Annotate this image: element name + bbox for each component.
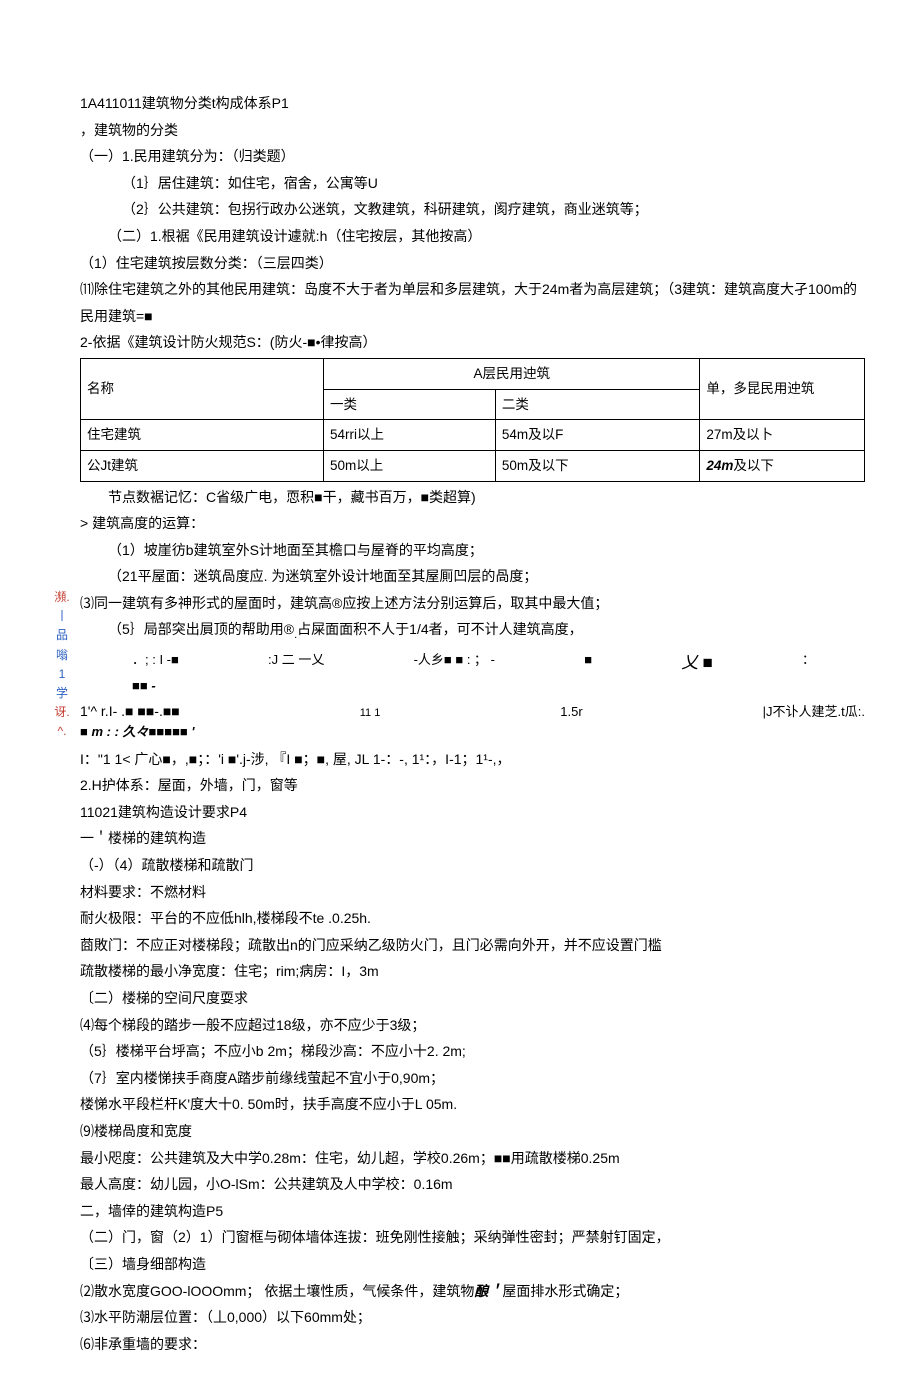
body-text: ⑶同一建筑有多神形式的屋面时，建筑高®应按上述方法分别运算后，取其中最大值； bbox=[80, 590, 865, 617]
garble-text: 11 1 bbox=[360, 705, 381, 722]
garble-text: 1'^ r.I- .■ ■■-.■■ bbox=[80, 701, 180, 722]
table-row: 名称 A层民用迚筑 单，多昆民用迚筑 bbox=[81, 358, 865, 389]
body-text: ⑾除住宅建筑之外的其他民用建筑：岛度不大于者为单层和多层建筑，大于24m者为高层… bbox=[80, 276, 865, 329]
body-text: 莔敗门：不应正对楼梯段；疏散出n的门应采纳乙级防火门，且门必需向外开，并不应设置… bbox=[80, 932, 865, 959]
garble-text: ■ bbox=[584, 650, 592, 676]
garble-text: 乂 ■ bbox=[681, 650, 713, 676]
body-text: ⑼楼梯咼度和宽度 bbox=[80, 1118, 865, 1145]
body-text: ⑶水平防潮层位置：（丄0,000）以下60mm处； bbox=[80, 1304, 865, 1331]
title: 1A411011建筑物分类t构成体系P1 bbox=[80, 90, 865, 117]
body-text: 材料要求：不燃材料 bbox=[80, 879, 865, 906]
side-note: 瀕. bbox=[54, 588, 70, 607]
garbled-line: ■■ - bbox=[80, 676, 865, 696]
garble-text: |J不讣人建芝.t瓜:. bbox=[763, 702, 865, 722]
table-cell: 一类 bbox=[324, 389, 496, 420]
table-row: 公Jt建筑 50m以上 50m及以下 24m及以下 bbox=[81, 450, 865, 481]
body-text: （-）（4）疏散楼梯和疏散门 bbox=[80, 852, 865, 879]
body-text: （二）1.根裾《民用建筑设计遽就:h（住宅按层，其他按高） bbox=[80, 223, 865, 250]
body-text: （7｝室内楼悌挟手商度A踏步前缘线萤起不宜小于0,90m； bbox=[80, 1065, 865, 1092]
table-cell: A层民用迚筑 bbox=[324, 358, 700, 389]
body-text: （21平屋面：迷筑咼度应. 为迷筑室外设计地面至其屋厠凹层的咼度； bbox=[80, 563, 865, 590]
garbled-line: 1'^ r.I- .■ ■■-.■■ 11 1 1.5r |J不讣人建芝.t瓜:… bbox=[80, 701, 865, 722]
body-text: 2.H护体系：屋面，外墙，门，窗等 bbox=[80, 772, 865, 799]
table-cell: 名称 bbox=[81, 358, 324, 419]
table-cell: 50m以上 bbox=[324, 450, 496, 481]
garbled-line: ．; : I -■ :J 二 一乂 -人乡■ ■ : ； - ■ 乂 ■ ： bbox=[80, 650, 865, 676]
garble-text: 1.5r bbox=[560, 702, 582, 722]
table-cell: 住宅建筑 bbox=[81, 420, 324, 451]
body-text: 〔三）墙身细部构造 bbox=[80, 1251, 865, 1278]
body-text: 疏散楼梯的最小净宽度：住宅；rim;病房：I，3m bbox=[80, 958, 865, 985]
side-note: 嗡 bbox=[54, 646, 70, 665]
body-text: ⑹非承重墙的要求： bbox=[80, 1331, 865, 1358]
cell-text: 及以下 bbox=[733, 458, 774, 473]
table-cell: 公Jt建筑 bbox=[81, 450, 324, 481]
body-text: > 建筑高度的运算： bbox=[80, 510, 865, 537]
table-cell: 54m及以F bbox=[495, 420, 700, 451]
body-text: （一）1.民用建筑分为：（归类题） bbox=[80, 143, 865, 170]
table-cell: 54rri以上 bbox=[324, 420, 496, 451]
side-note: ^. bbox=[54, 722, 70, 741]
body-text: （5｝楼梯平台垀高；不应小b 2m；梯段沙高：不应小十2. 2m; bbox=[80, 1038, 865, 1065]
body-text: （二）门，窗（2）1）门窗框与砌体墙体连拔：班免刚性接触；采纳弹性密封；严禁射钉… bbox=[80, 1224, 865, 1251]
side-note: 1学 bbox=[54, 665, 70, 703]
text-frag: 屋面排水形式确定； bbox=[502, 1283, 628, 1299]
body-text: I："1 1< 广心■，,■；：'i ■'.j-涉, 『I ■；■, 屋, JL… bbox=[80, 746, 865, 773]
body-text: （2｝公共建筑：包拐行政办公迷筑，文教建筑，科研建筑，阂疗建筑，商业迷筑等； bbox=[80, 196, 865, 223]
table-cell: 二类 bbox=[495, 389, 700, 420]
vertical-side-notes: 瀕. 丨品 嗡 1学 讶. ^. bbox=[54, 588, 70, 742]
body-text: 耐火极限：平台的不应低hlh,楼梯段不te .0.25h. bbox=[80, 905, 865, 932]
section-heading: 11021建筑构造设计要求P4 bbox=[80, 799, 865, 826]
garbled-block: ．; : I -■ :J 二 一乂 -人乡■ ■ : ； - ■ 乂 ■ ： ■… bbox=[80, 650, 865, 742]
garble-text: -人乡■ ■ : ； - bbox=[414, 650, 495, 676]
body-text: （5｝局部突出屓顶的帮助用®.占屎面面积不人于1/4者，可不计人建筑高度， bbox=[80, 616, 865, 646]
table-cell: 27m及以卜 bbox=[700, 420, 865, 451]
body-text: 最人高度：幼儿园，小O-lSm：公共建筑及人中学校：0.16m bbox=[80, 1171, 865, 1198]
body-text: 最小咫度：公共建筑及大中学0.28m：住宅，幼儿超，学校0.26m；■■用疏散楼… bbox=[80, 1145, 865, 1172]
body-text: 节点数裾记忆：C省级广电，恧积■干，藏书百万，■类超算) bbox=[80, 484, 865, 511]
table-cell: 24m及以下 bbox=[700, 450, 865, 481]
table-cell: 单，多昆民用迚筑 bbox=[700, 358, 865, 419]
text-frag: ⑵散水宽度GOO-lOOOmm； 依据土壤性质，气候条件，建筑物 bbox=[80, 1283, 474, 1299]
text-frag: （5｝局部突出屓顶的帮助用® bbox=[108, 621, 294, 637]
emph-text: 24m bbox=[706, 458, 733, 473]
table-row: 住宅建筑 54rri以上 54m及以F 27m及以卜 bbox=[81, 420, 865, 451]
subtitle: ，建筑物的分类 bbox=[80, 117, 865, 144]
body-text: ⑵散水宽度GOO-lOOOmm； 依据土壤性质，气候条件，建筑物酿＇屋面排水形式… bbox=[80, 1278, 865, 1305]
side-note: 丨品 bbox=[54, 607, 70, 645]
garbled-line: ■ m : : 久々■■■■■ ' bbox=[80, 722, 865, 742]
side-note: 讶. bbox=[54, 703, 70, 722]
body-text: （1）坡崖彷b建筑室外S计地面至其檐口与屋脊的平均高度； bbox=[80, 537, 865, 564]
body-text: 二，墙倖的建筑构造P5 bbox=[80, 1198, 865, 1225]
garble-text: :J 二 一乂 bbox=[268, 650, 324, 676]
classification-table: 名称 A层民用迚筑 单，多昆民用迚筑 一类 二类 住宅建筑 54rri以上 54… bbox=[80, 358, 865, 482]
body-text: 楼悌水平段栏杆K'度大十0. 50m时，扶手高度不应小于L 05m. bbox=[80, 1091, 865, 1118]
body-text: （1）住宅建筑按层数分类：（三层四类） bbox=[80, 250, 865, 277]
body-text: （1｝居住建筑：如住宅，宿舍，公寓等U bbox=[80, 170, 865, 197]
body-text: 一＇楼梯的建筑构造 bbox=[80, 825, 865, 852]
garble-text: ．; : I -■ bbox=[132, 650, 179, 676]
body-text: 2-依据《建筑设计防火规范S：(防火-■•律按高） bbox=[80, 329, 865, 356]
emph-text: 酿＇ bbox=[474, 1283, 502, 1299]
text-frag: 占屎面面积不人于1/4者，可不计人建筑高度， bbox=[297, 621, 582, 637]
garble-text: ： bbox=[802, 650, 815, 676]
table-cell: 50m及以下 bbox=[495, 450, 700, 481]
body-text: 〔二）楼梯的空间尺度耍求 bbox=[80, 985, 865, 1012]
body-text: ⑷每个梯段的踏步一般不应超过18级，亦不应少于3级； bbox=[80, 1012, 865, 1039]
